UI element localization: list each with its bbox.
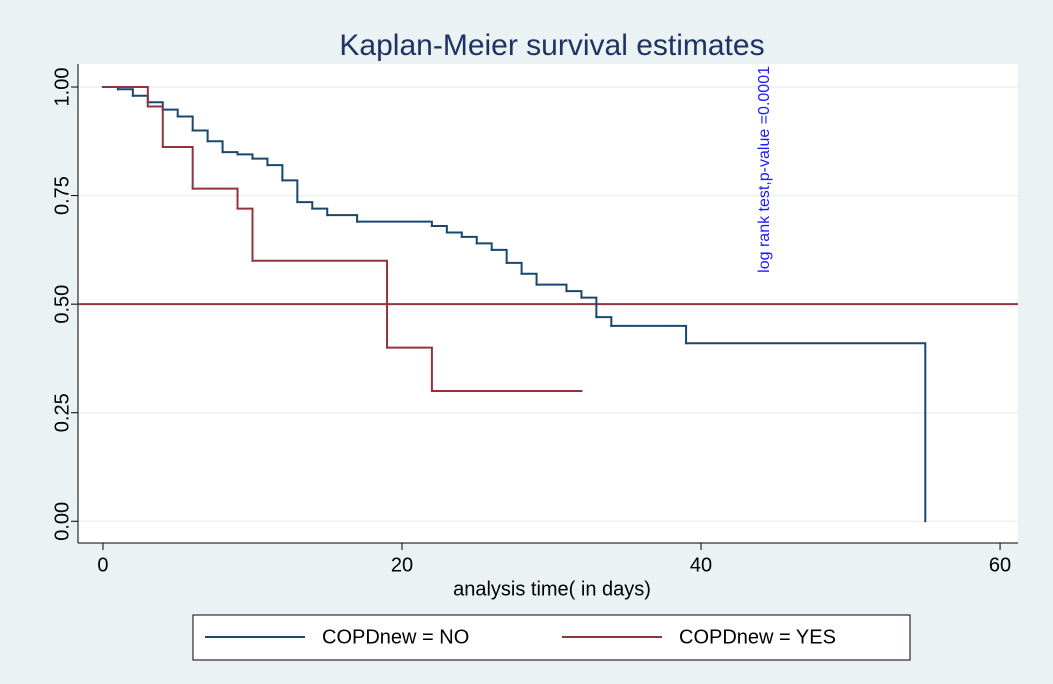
x-tick-label: 40 — [690, 554, 712, 576]
y-tick-label: 0.50 — [51, 285, 73, 324]
legend-box — [192, 614, 911, 661]
annotation: log rank test,p-value =0.0001 — [756, 66, 773, 273]
survival-step — [146, 105, 164, 148]
survival-step — [386, 346, 433, 393]
survival-step — [610, 324, 688, 345]
survival-step — [430, 224, 448, 234]
survival-step — [356, 220, 433, 227]
x-tick-label: 60 — [989, 554, 1011, 576]
y-tick-label: 1.00 — [51, 68, 73, 107]
survival-step — [595, 316, 613, 327]
x-tick-label: 20 — [391, 554, 413, 576]
survival-step — [520, 272, 538, 286]
survival-step — [161, 108, 179, 118]
y-tick-label: 0.00 — [51, 502, 73, 541]
survival-step — [206, 140, 224, 154]
x-tick-label: 0 — [97, 554, 108, 576]
survival-step — [685, 342, 927, 523]
survival-step — [281, 179, 299, 204]
x-axis-label: analysis time( in days) — [453, 578, 651, 600]
survival-step — [565, 290, 583, 299]
legend-label: COPDnew = YES — [679, 626, 836, 648]
survival-step — [266, 164, 284, 182]
survival-step — [326, 214, 359, 223]
survival-step — [580, 296, 598, 319]
legend-label: COPDnew = NO — [322, 626, 469, 648]
survival-step — [505, 261, 523, 275]
survival-step — [296, 201, 314, 210]
survival-step — [116, 88, 134, 97]
chart-title: Kaplan-Meier survival estimates — [339, 29, 764, 62]
survival-step — [251, 157, 269, 167]
survival-step — [311, 207, 329, 217]
survival-step — [475, 242, 493, 251]
y-tick-label: 0.25 — [51, 393, 73, 432]
survival-step — [445, 231, 463, 238]
survival-step — [460, 235, 478, 245]
survival-step — [176, 115, 194, 132]
survival-step — [191, 129, 209, 143]
survival-step — [236, 207, 254, 262]
y-tick-label: 0.75 — [51, 176, 73, 215]
survival-step — [535, 283, 568, 293]
survival-step — [191, 187, 239, 210]
survival-step — [490, 248, 508, 264]
survival-step — [101, 86, 149, 108]
survival-step — [236, 153, 254, 160]
survival-step — [161, 145, 194, 190]
survival-step — [251, 259, 389, 349]
